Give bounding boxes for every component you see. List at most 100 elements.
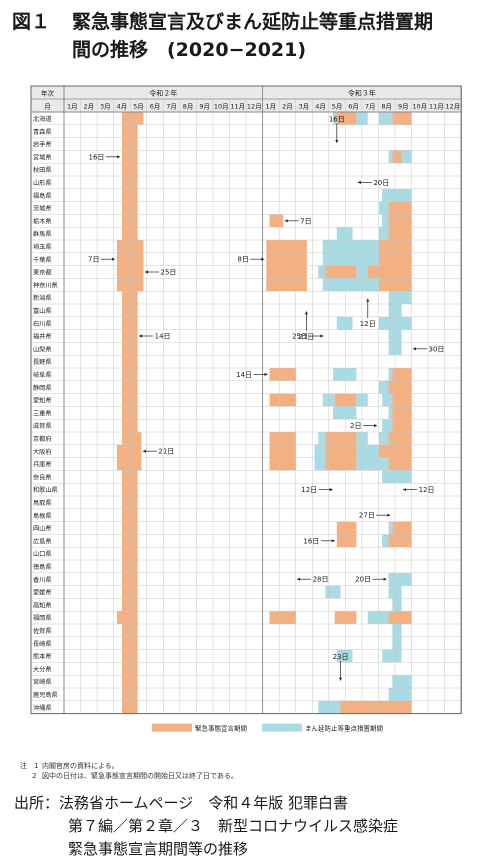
- prefecture-label: 千葉県: [33, 256, 52, 264]
- emergency-period-bar: [378, 240, 412, 253]
- emergency-period-bar: [121, 112, 144, 125]
- priority-period-bar: [401, 150, 412, 164]
- priority-period-bar: [322, 278, 379, 292]
- prefecture-label: 鳥取県: [33, 499, 52, 507]
- emergency-period-bar: [121, 534, 138, 548]
- emergency-period-bar: [121, 368, 138, 381]
- source-line-3: 緊急事態宣言期間等の推移: [68, 840, 249, 858]
- annotation-label: 21日: [158, 448, 174, 456]
- legend-priority-label: まん延防止等重点措置期間: [305, 724, 383, 733]
- emergency-period-bar: [269, 444, 296, 458]
- emergency-period-bar: [121, 675, 138, 688]
- priority-period-bar: [388, 406, 393, 420]
- month-label-2020-6: 6月: [150, 103, 161, 111]
- emergency-period-bar: [121, 662, 138, 676]
- prefecture-label: 山口県: [33, 550, 52, 558]
- prefecture-label: 福島県: [33, 192, 52, 200]
- emergency-period-bar: [121, 649, 138, 663]
- emergency-period-bar: [325, 457, 357, 471]
- annotation-label: 16日: [329, 116, 345, 124]
- month-label-2021-12: 12月: [446, 103, 461, 111]
- month-label-2021-7: 7月: [365, 103, 376, 111]
- emergency-period-bar: [121, 137, 138, 151]
- month-label-2020-2: 2月: [84, 103, 95, 111]
- priority-period-bar: [378, 432, 389, 445]
- annotation-arrowhead: [264, 372, 268, 376]
- priority-period-bar: [382, 214, 389, 228]
- prefecture-label: 島根県: [33, 512, 52, 520]
- chart-title: 図１ 緊急事態宣言及びまん延防止等重点措置期 間の推移 (2020−2021): [12, 8, 492, 64]
- annotation-label: 14日: [236, 371, 252, 379]
- emergency-period-bar: [388, 201, 412, 215]
- year-2021-label: 令和３年: [348, 89, 376, 98]
- prefecture-label: 富山県: [33, 307, 52, 315]
- emergency-period-bar: [336, 521, 357, 535]
- emergency-period-bar: [121, 585, 138, 599]
- month-label-2021-9: 9月: [398, 103, 409, 111]
- prefecture-label: 大分県: [33, 665, 52, 673]
- annotation-arrowhead: [111, 257, 115, 261]
- emergency-period-bar: [392, 112, 412, 125]
- prefecture-label: 静岡県: [33, 384, 52, 392]
- month-label-2020-9: 9月: [199, 103, 210, 111]
- priority-period-bar: [388, 368, 393, 381]
- emergency-period-bar: [266, 278, 307, 292]
- month-label-2020-11: 11月: [230, 103, 245, 111]
- annotation-arrowhead: [297, 577, 301, 581]
- emergency-period-bar: [392, 406, 412, 420]
- emergency-period-bar: [388, 432, 412, 445]
- annotation-label: 21日: [298, 333, 314, 341]
- emergency-period-bar: [121, 483, 138, 496]
- prefecture-label: 和歌山県: [33, 486, 58, 494]
- emergency-period-bar: [121, 521, 138, 535]
- emergency-period-bar: [266, 252, 307, 266]
- prefecture-label: 群馬県: [33, 230, 52, 238]
- annotation-arrowhead: [261, 257, 265, 261]
- priority-period-bar: [378, 316, 412, 330]
- month-label-2020-1: 1月: [67, 103, 78, 111]
- emergency-period-bar: [121, 508, 138, 522]
- emergency-period-bar: [266, 240, 307, 253]
- prefecture-label: 京都府: [33, 435, 52, 443]
- annotation-arrowhead: [139, 334, 143, 338]
- emergency-period-bar: [121, 316, 138, 330]
- month-label-2021-11: 11月: [429, 103, 444, 111]
- annotation-arrowhead: [304, 311, 308, 315]
- emergency-period-bar: [269, 393, 296, 407]
- prefecture-label: 岡山県: [33, 525, 52, 533]
- priority-period-bar: [333, 368, 357, 381]
- priority-period-bar: [336, 316, 353, 330]
- priority-period-bar: [388, 291, 412, 304]
- emergency-period-bar: [121, 227, 138, 240]
- note-2-text: 図中の日付は、緊急事態宣言期間の開始日又は終了日である。: [42, 772, 238, 780]
- emergency-period-bar: [378, 278, 412, 292]
- annotation-label: 8日: [237, 256, 248, 264]
- prefecture-label: 山形県: [33, 179, 52, 187]
- annotation-arrowhead: [145, 270, 149, 274]
- chart-notes: 注 1 内閣官房の資料による。 2 図中の日付は、緊急事態宣言期間の開始日又は終了日…: [20, 761, 238, 781]
- annotation-label: 7日: [300, 217, 311, 225]
- prefecture-label: 愛媛県: [33, 589, 52, 597]
- source-line-2: 第７編／第２章／３ 新型コロナウイルス感染症: [68, 817, 399, 835]
- prefecture-label: 滋賀県: [33, 422, 52, 430]
- emergency-period-bar: [367, 265, 412, 279]
- emergency-period-bar: [388, 534, 412, 548]
- emergency-period-bar: [269, 611, 296, 624]
- note-1-no: 注 1: [20, 762, 39, 770]
- emergency-period-bar: [121, 572, 138, 586]
- priority-period-bar: [333, 406, 357, 420]
- month-label-2021-10: 10月: [412, 103, 427, 111]
- priority-period-bar: [378, 227, 389, 240]
- emergency-period-bar: [325, 444, 357, 458]
- prefecture-label: 愛知県: [33, 397, 52, 405]
- prefecture-label: 鹿児島県: [33, 691, 58, 699]
- emergency-period-bar: [121, 470, 138, 484]
- month-label-2020-4: 4月: [117, 103, 128, 111]
- prefecture-label: 長野県: [33, 358, 52, 366]
- prefecture-label: 北海道: [33, 115, 52, 123]
- emergency-period-bar: [378, 444, 412, 458]
- emergency-period-bar: [392, 419, 412, 432]
- priority-period-bar: [318, 700, 341, 714]
- month-label-2021-6: 6月: [348, 103, 359, 111]
- priority-period-bar: [314, 457, 326, 471]
